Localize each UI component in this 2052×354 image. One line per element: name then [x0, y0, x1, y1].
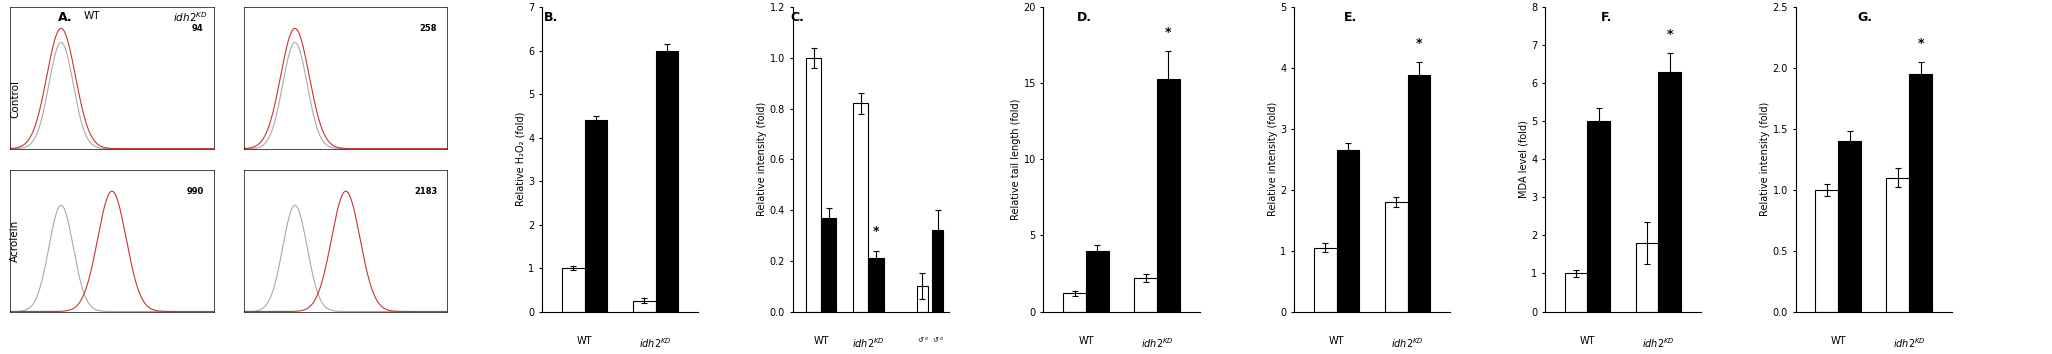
Text: 94: 94 — [191, 24, 203, 33]
Text: $\circlearrowleft^o$: $\circlearrowleft^o$ — [915, 336, 930, 345]
Text: WT: WT — [813, 336, 829, 346]
Bar — [655, 51, 679, 312]
Text: $idh2^{KD}$: $idh2^{KD}$ — [852, 336, 884, 350]
Bar — [932, 230, 942, 312]
Bar — [1385, 202, 1408, 312]
Bar — [868, 258, 884, 312]
Bar — [854, 103, 868, 312]
Text: D.: D. — [1077, 11, 1092, 24]
Text: *: * — [872, 225, 878, 239]
Bar — [1408, 75, 1430, 312]
Y-axis label: Relative H₂O₂ (fold): Relative H₂O₂ (fold) — [515, 112, 525, 206]
Text: 990: 990 — [187, 187, 203, 196]
Text: $\circlearrowleft^o$: $\circlearrowleft^o$ — [932, 336, 944, 345]
Bar — [806, 58, 821, 312]
Bar — [562, 268, 585, 312]
Text: WT: WT — [577, 336, 593, 346]
Y-axis label: MDA level (fold): MDA level (fold) — [1518, 120, 1529, 198]
Text: WT: WT — [1830, 336, 1847, 346]
Y-axis label: Relative intensity (fold): Relative intensity (fold) — [1268, 102, 1278, 216]
Y-axis label: Relative intensity (fold): Relative intensity (fold) — [757, 102, 767, 216]
Text: WT: WT — [1330, 336, 1344, 346]
Y-axis label: Relative tail length (fold): Relative tail length (fold) — [1012, 99, 1020, 220]
Bar — [585, 120, 607, 312]
Text: WT: WT — [84, 11, 101, 21]
Text: F.: F. — [1601, 11, 1613, 24]
Bar — [1566, 273, 1588, 312]
Text: $idh2^{KD}$: $idh2^{KD}$ — [174, 11, 207, 24]
Text: Acrolein: Acrolein — [10, 219, 21, 262]
Text: WT: WT — [1077, 336, 1094, 346]
Text: B.: B. — [544, 11, 558, 24]
Bar — [632, 301, 655, 312]
Bar — [917, 286, 928, 312]
Bar — [1336, 150, 1360, 312]
Text: G.: G. — [1857, 11, 1871, 24]
Bar — [1588, 121, 1611, 312]
Text: 258: 258 — [421, 24, 437, 33]
Text: *: * — [1917, 37, 1925, 50]
Bar — [1063, 293, 1086, 312]
Text: $idh2^{KD}$: $idh2^{KD}$ — [1892, 336, 1925, 350]
Bar — [1886, 178, 1908, 312]
Text: $idh2^{KD}$: $idh2^{KD}$ — [1391, 336, 1424, 350]
Text: $idh2^{KD}$: $idh2^{KD}$ — [1642, 336, 1674, 350]
Bar — [1157, 79, 1180, 312]
Text: $idh2^{KD}$: $idh2^{KD}$ — [640, 336, 671, 350]
Text: $idh2^{KD}$: $idh2^{KD}$ — [1141, 336, 1174, 350]
Text: A.: A. — [57, 11, 72, 24]
Text: *: * — [1416, 37, 1422, 50]
Y-axis label: Relative intensity (fold): Relative intensity (fold) — [1761, 102, 1769, 216]
Bar — [1816, 190, 1839, 312]
Bar — [1135, 278, 1157, 312]
Text: *: * — [1166, 26, 1172, 39]
Text: Control: Control — [10, 80, 21, 118]
Bar — [1635, 243, 1658, 312]
Bar — [821, 218, 837, 312]
Text: C.: C. — [790, 11, 804, 24]
Text: *: * — [1666, 28, 1672, 41]
Bar — [1658, 72, 1681, 312]
Text: E.: E. — [1344, 11, 1356, 24]
Bar — [1086, 251, 1108, 312]
Text: 2183: 2183 — [415, 187, 437, 196]
Bar — [1908, 74, 1931, 312]
Text: WT: WT — [1580, 336, 1594, 346]
Bar — [1839, 141, 1861, 312]
Bar — [1313, 247, 1336, 312]
